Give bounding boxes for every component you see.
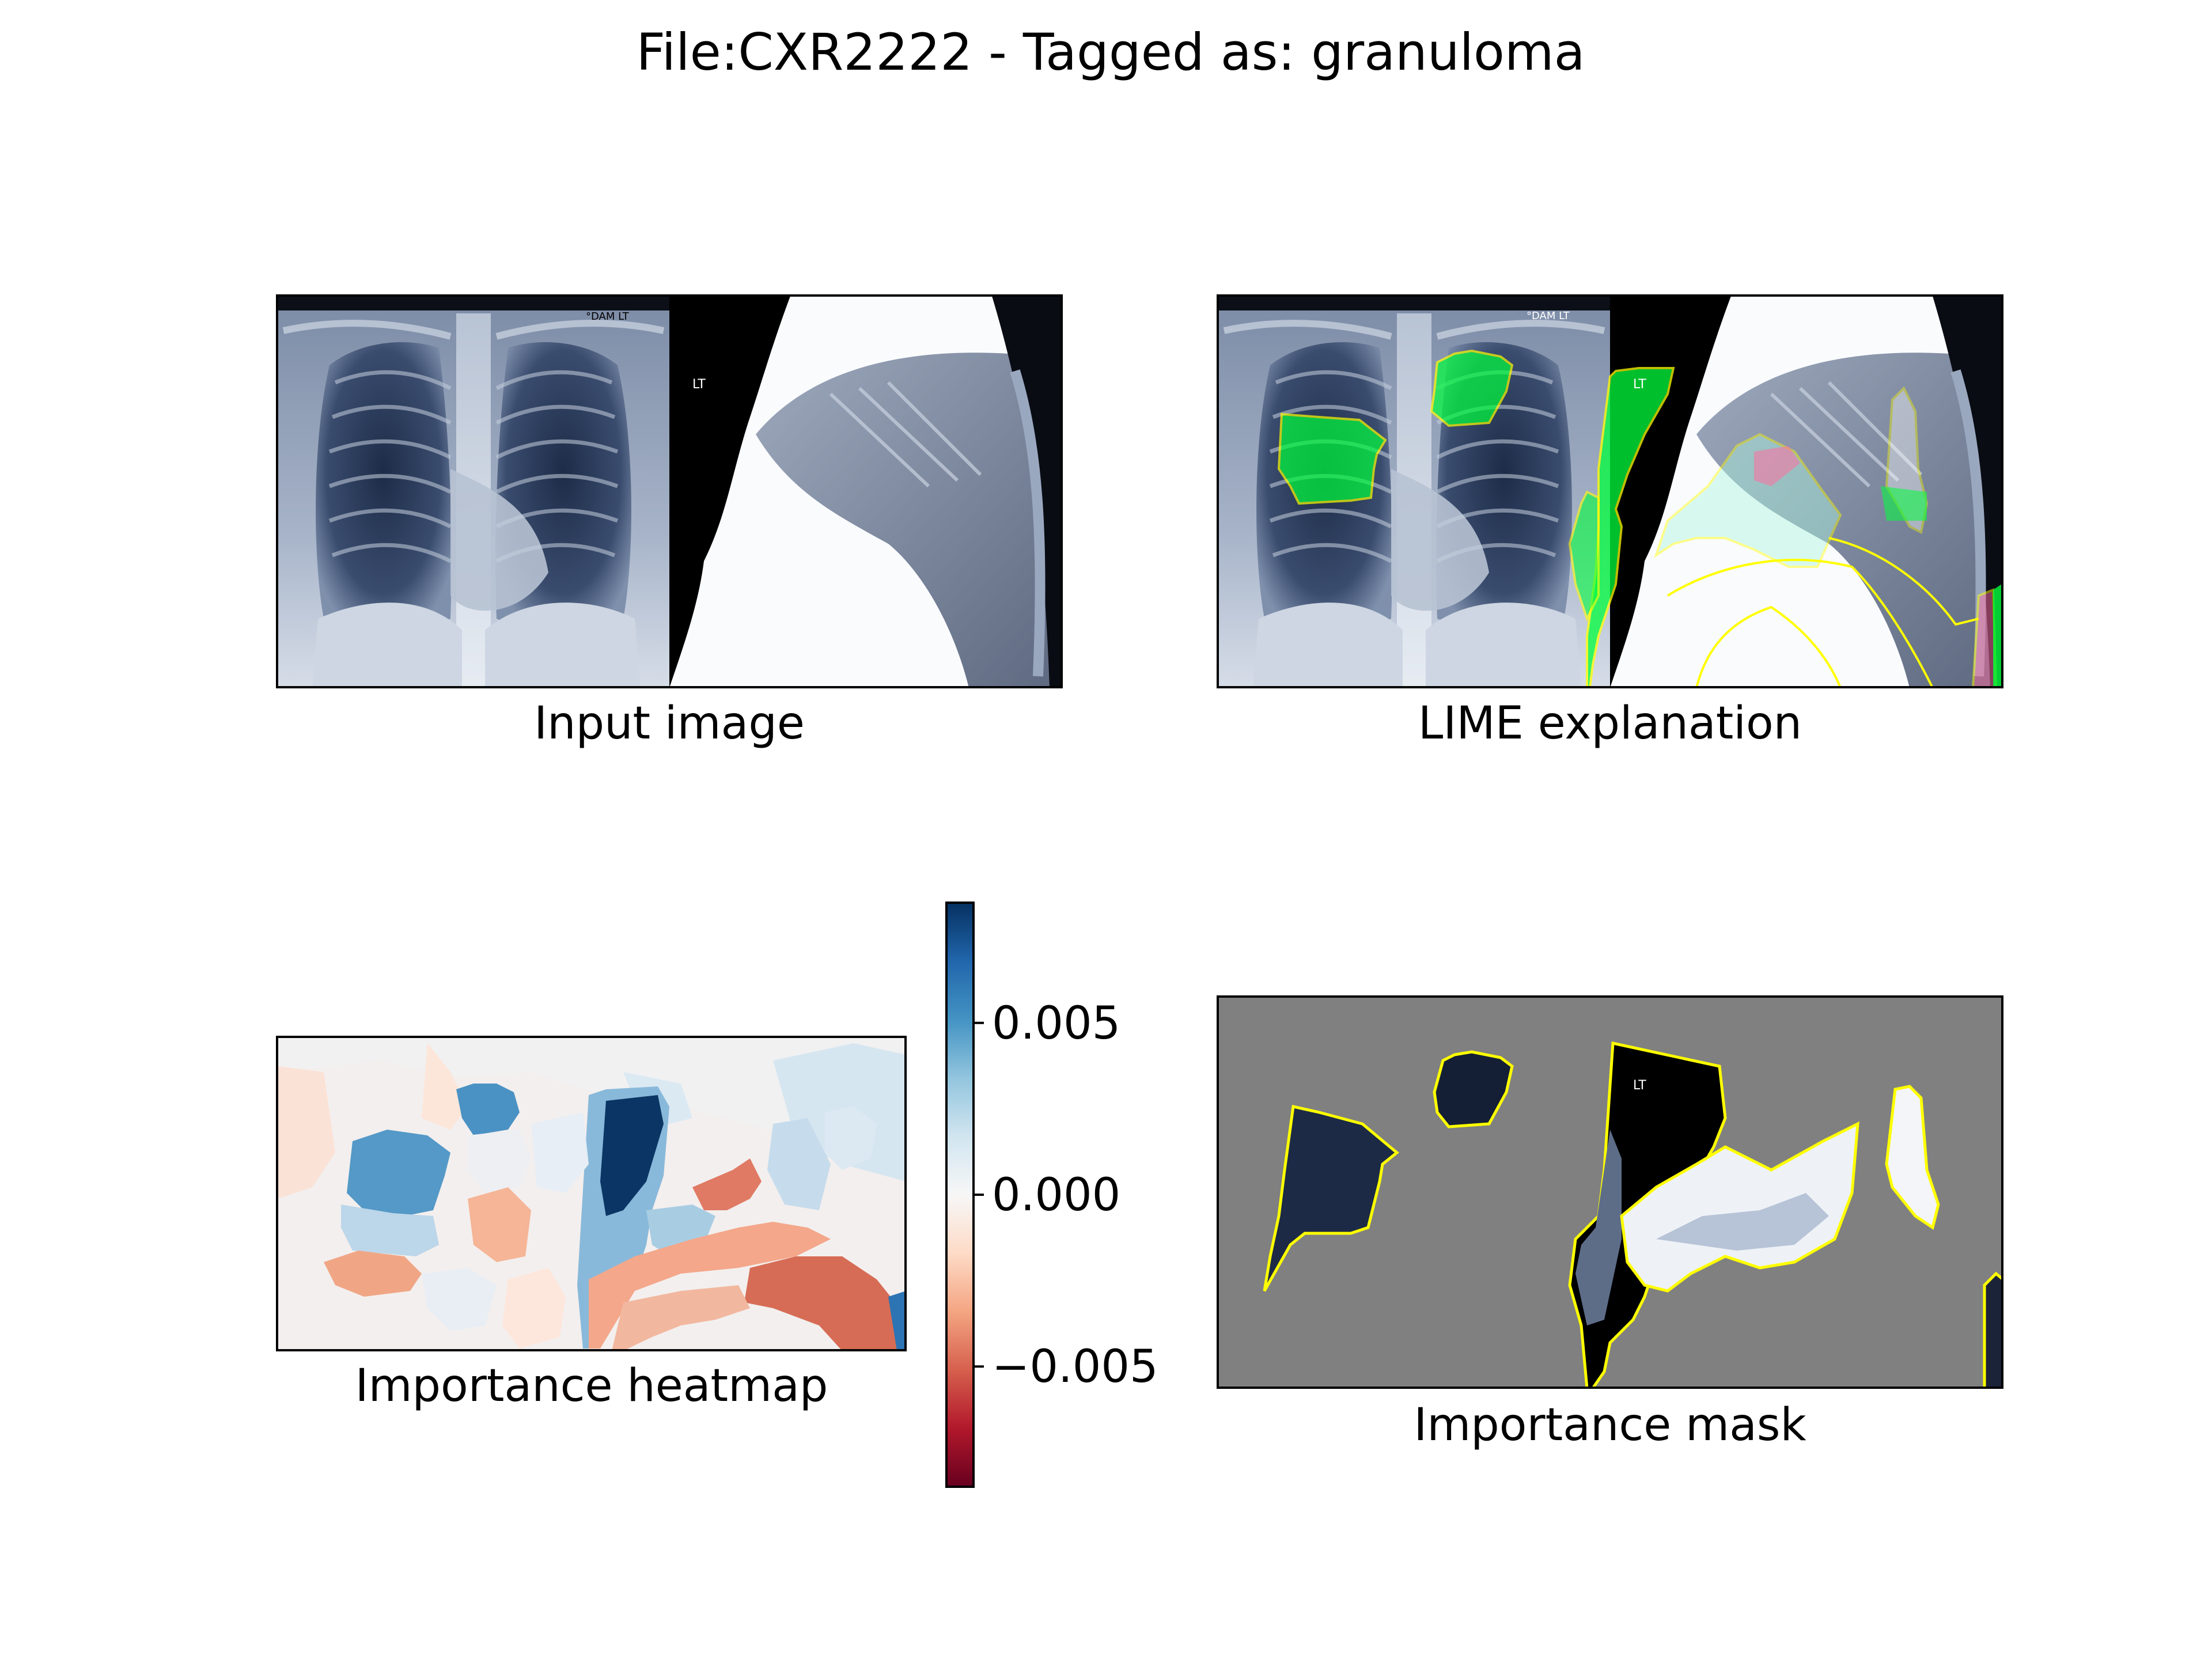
importance-heatmap-panel [278, 1037, 906, 1351]
importance-mask-caption: Importance mask [1414, 1399, 1806, 1451]
colorbar: 0.005 0.000 −0.005 [945, 902, 1158, 1488]
importance-heatmap-caption: Importance heatmap [355, 1360, 828, 1412]
colorbar-ticks: 0.005 0.000 −0.005 [974, 998, 1158, 1393]
colorbar-tick-label: −0.005 [992, 1341, 1158, 1393]
colorbar-gradient [945, 902, 975, 1488]
importance-mask-frame [1217, 995, 2003, 1389]
lime-explanation-panel: °DAM LT LT [1218, 296, 2003, 688]
frontal-marker-text: °DAM LT [586, 310, 630, 323]
lateral-marker-text: LT [692, 377, 706, 392]
lime-explanation-frame [1217, 294, 2003, 688]
lateral-xray [669, 296, 1061, 688]
colorbar-tick-label: 0.005 [992, 998, 1120, 1050]
frontal-xray [1218, 296, 1610, 688]
importance-heatmap-frame [276, 1036, 907, 1351]
frontal-marker-text: °DAM LT [1527, 310, 1570, 322]
lateral-marker-text: LT [1633, 377, 1646, 392]
figure-title: File:CXR2222 - Tagged as: granuloma [636, 22, 1585, 82]
colorbar-tick-label: 0.000 [992, 1169, 1120, 1221]
frontal-xray [278, 296, 669, 688]
lateral-marker-text: LT [1633, 1078, 1646, 1093]
input-image-caption: Input image [534, 698, 805, 749]
importance-mask-panel: LT [1218, 997, 2003, 1388]
input-image-panel: °DAM LT LT [278, 296, 1061, 688]
input-image-frame [276, 294, 1063, 688]
lime-explanation-caption: LIME explanation [1418, 698, 1802, 749]
